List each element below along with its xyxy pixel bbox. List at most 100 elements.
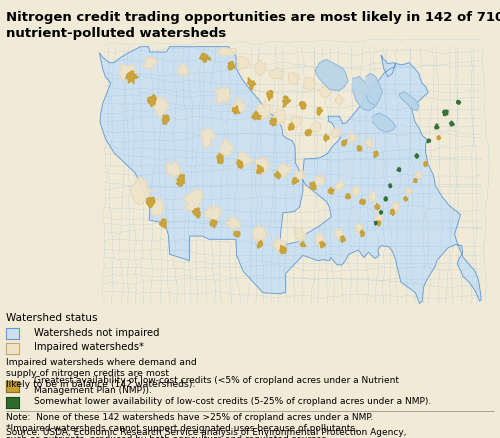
Polygon shape bbox=[290, 115, 302, 128]
Polygon shape bbox=[252, 225, 268, 243]
Text: Impaired watersheds where demand and
supply of nitrogen credits are most
likely : Impaired watersheds where demand and sup… bbox=[6, 358, 197, 389]
Polygon shape bbox=[254, 59, 266, 76]
Polygon shape bbox=[424, 162, 427, 166]
Polygon shape bbox=[366, 138, 373, 148]
Polygon shape bbox=[148, 199, 164, 217]
Polygon shape bbox=[355, 223, 364, 233]
Polygon shape bbox=[257, 100, 270, 120]
Polygon shape bbox=[456, 100, 460, 104]
Polygon shape bbox=[372, 113, 396, 132]
Polygon shape bbox=[146, 197, 155, 208]
Text: Nitrogen credit trading opportunities are most likely in 142 of 710
nutrient-pol: Nitrogen credit trading opportunities ar… bbox=[6, 11, 500, 40]
Polygon shape bbox=[118, 64, 136, 80]
Polygon shape bbox=[368, 191, 376, 203]
Polygon shape bbox=[392, 201, 400, 212]
Polygon shape bbox=[332, 127, 342, 138]
Polygon shape bbox=[226, 217, 241, 229]
Polygon shape bbox=[232, 98, 245, 112]
Polygon shape bbox=[366, 74, 382, 106]
Polygon shape bbox=[318, 86, 332, 98]
Polygon shape bbox=[144, 56, 158, 70]
Polygon shape bbox=[300, 242, 306, 247]
Polygon shape bbox=[300, 102, 306, 110]
Polygon shape bbox=[348, 133, 358, 143]
Polygon shape bbox=[148, 95, 156, 107]
Polygon shape bbox=[314, 175, 325, 186]
Polygon shape bbox=[232, 105, 240, 114]
Polygon shape bbox=[288, 123, 294, 130]
Polygon shape bbox=[252, 111, 262, 120]
Polygon shape bbox=[388, 184, 392, 188]
Polygon shape bbox=[228, 61, 235, 70]
Polygon shape bbox=[310, 121, 321, 132]
Polygon shape bbox=[256, 157, 270, 175]
Text: Watersheds not impaired: Watersheds not impaired bbox=[34, 328, 159, 338]
Polygon shape bbox=[346, 194, 350, 199]
Polygon shape bbox=[334, 180, 344, 191]
Polygon shape bbox=[427, 139, 431, 143]
Polygon shape bbox=[274, 171, 280, 179]
Polygon shape bbox=[258, 240, 262, 248]
Polygon shape bbox=[305, 130, 312, 136]
Polygon shape bbox=[442, 110, 448, 116]
Polygon shape bbox=[415, 171, 422, 179]
Polygon shape bbox=[414, 179, 417, 182]
Polygon shape bbox=[375, 203, 380, 210]
Polygon shape bbox=[288, 73, 300, 85]
Polygon shape bbox=[234, 231, 240, 237]
Polygon shape bbox=[360, 199, 366, 205]
Polygon shape bbox=[130, 177, 153, 205]
Polygon shape bbox=[220, 139, 234, 156]
Polygon shape bbox=[126, 71, 138, 84]
Polygon shape bbox=[352, 186, 360, 196]
Polygon shape bbox=[328, 188, 334, 194]
Polygon shape bbox=[166, 160, 182, 178]
Polygon shape bbox=[294, 227, 306, 242]
Polygon shape bbox=[292, 177, 299, 184]
Text: Somewhat lower availability of low-cost credits (5-25% of cropland acres under a: Somewhat lower availability of low-cost … bbox=[34, 397, 431, 406]
Polygon shape bbox=[335, 95, 345, 106]
Polygon shape bbox=[397, 168, 400, 172]
Polygon shape bbox=[270, 118, 276, 126]
Polygon shape bbox=[374, 151, 378, 157]
Polygon shape bbox=[384, 197, 387, 201]
Polygon shape bbox=[317, 107, 322, 115]
Polygon shape bbox=[399, 92, 419, 111]
Polygon shape bbox=[154, 97, 168, 117]
Polygon shape bbox=[184, 188, 203, 212]
Polygon shape bbox=[316, 233, 325, 247]
Polygon shape bbox=[270, 67, 284, 80]
Polygon shape bbox=[216, 87, 231, 104]
Polygon shape bbox=[415, 154, 419, 158]
Polygon shape bbox=[406, 187, 412, 195]
Polygon shape bbox=[294, 170, 305, 180]
Polygon shape bbox=[376, 221, 380, 226]
Polygon shape bbox=[376, 214, 383, 223]
Polygon shape bbox=[304, 77, 316, 91]
Polygon shape bbox=[217, 153, 223, 164]
Polygon shape bbox=[282, 96, 291, 107]
Polygon shape bbox=[404, 196, 407, 201]
Polygon shape bbox=[236, 160, 243, 169]
Polygon shape bbox=[267, 90, 273, 101]
Text: Watershed status: Watershed status bbox=[6, 313, 98, 323]
Polygon shape bbox=[204, 205, 222, 225]
Polygon shape bbox=[390, 209, 394, 215]
Polygon shape bbox=[358, 146, 362, 151]
Polygon shape bbox=[257, 165, 264, 174]
Polygon shape bbox=[310, 182, 316, 190]
Polygon shape bbox=[324, 134, 330, 141]
Polygon shape bbox=[374, 221, 377, 225]
Polygon shape bbox=[100, 47, 481, 304]
Polygon shape bbox=[200, 53, 210, 62]
Polygon shape bbox=[248, 78, 256, 89]
Text: Source: USDA, Economic Research Service analysis of Environmental Protection Age: Source: USDA, Economic Research Service … bbox=[6, 428, 406, 438]
Polygon shape bbox=[274, 109, 285, 124]
Polygon shape bbox=[340, 236, 345, 243]
Polygon shape bbox=[352, 77, 376, 111]
Polygon shape bbox=[320, 241, 326, 248]
Polygon shape bbox=[450, 121, 454, 126]
Polygon shape bbox=[435, 124, 439, 129]
Polygon shape bbox=[334, 229, 344, 239]
Polygon shape bbox=[238, 152, 252, 167]
